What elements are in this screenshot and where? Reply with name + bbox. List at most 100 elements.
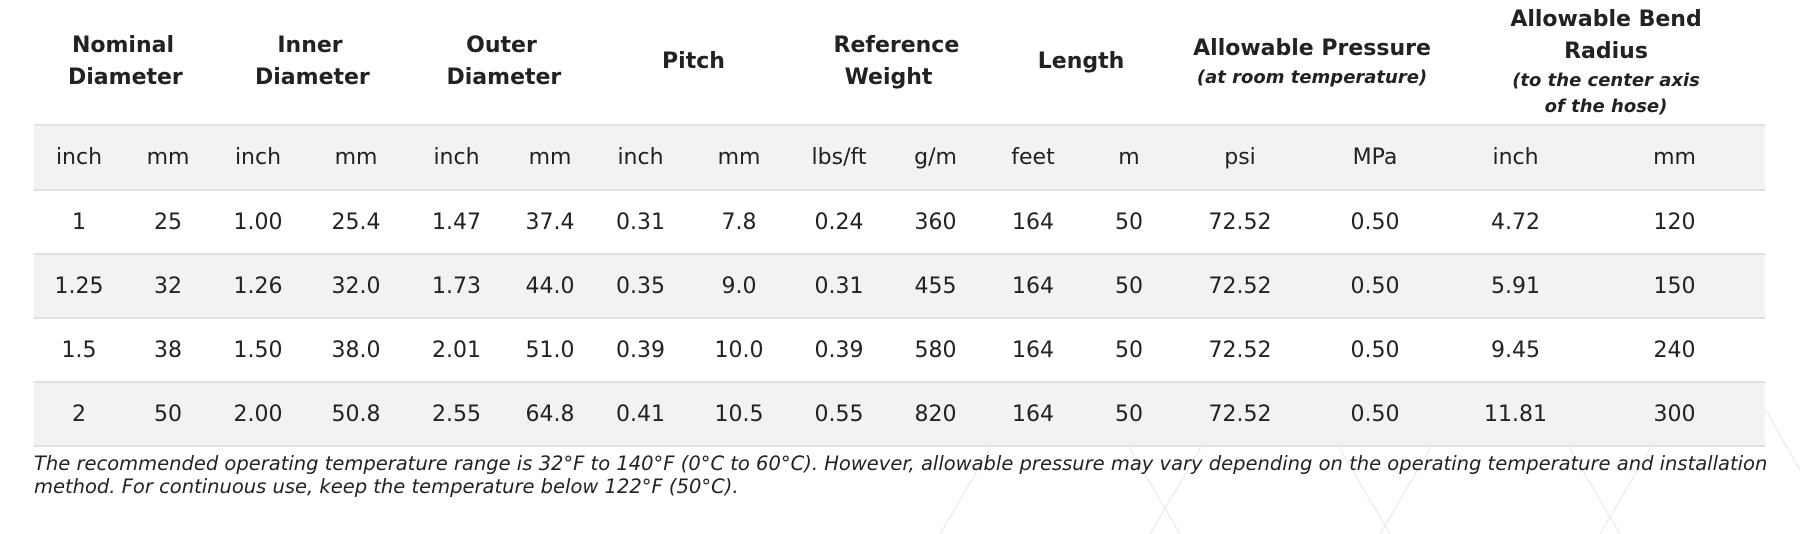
- data-cell: 50: [124, 382, 212, 447]
- data-cell: 1.73: [408, 254, 505, 319]
- group-title: Reference Weight: [833, 33, 960, 90]
- data-cell: 0.41: [595, 382, 686, 447]
- data-row: 1.5 38 1.50 38.0 2.01 51.0 0.39 10.0 0.39 580 164 5…: [34, 318, 1766, 383]
- unit-cell: MPa: [1303, 125, 1448, 191]
- data-cell: 2.00: [212, 382, 304, 447]
- data-cell: 820: [886, 382, 986, 447]
- data-cell: 0.39: [595, 318, 686, 383]
- unit-cell: inch: [34, 125, 124, 191]
- group-note: (at room temperature): [1196, 67, 1428, 88]
- data-row: 1.25 32 1.26 32.0 1.73 44.0 0.35 9.0 0.31 455 164 5…: [34, 254, 1766, 319]
- group-header: Allowable Bend Radius (to the center axis…: [1447, 0, 1766, 126]
- unit-cell: mm: [1584, 125, 1766, 191]
- data-cell: 4.72: [1447, 190, 1585, 255]
- data-cell: 50: [1081, 318, 1178, 383]
- data-cell: 0.39: [792, 318, 887, 383]
- data-cell: 10.0: [686, 318, 793, 383]
- data-cell: 38: [124, 318, 212, 383]
- unit-cell: inch: [1447, 125, 1585, 191]
- data-cell: 38.0: [304, 318, 408, 383]
- data-cell: 25.4: [304, 190, 408, 255]
- data-row: 1 25 1.00 25.4 1.47 37.4 0.31 7.8 0.24 360 164 50 72…: [34, 190, 1766, 255]
- data-cell: 2.55: [408, 382, 505, 447]
- data-cell: 300: [1584, 382, 1766, 447]
- group-note: (to the center axis of the hose): [1512, 70, 1700, 117]
- unit-cell: mm: [505, 125, 595, 191]
- data-cell: 1.25: [34, 254, 124, 319]
- group-header: Length: [985, 0, 1178, 126]
- data-row: 2 50 2.00 50.8 2.55 64.8 0.41 10.5 0.55 820 164 50 7…: [34, 382, 1766, 447]
- data-cell: 0.50: [1303, 382, 1448, 447]
- group-header: Reference Weight: [792, 0, 986, 126]
- data-cell: 240: [1584, 318, 1766, 383]
- data-cell: 0.50: [1303, 254, 1448, 319]
- group-title: Inner Diameter: [255, 33, 370, 90]
- data-cell: 2.01: [408, 318, 505, 383]
- data-cell: 1.5: [34, 318, 124, 383]
- data-cell: 72.52: [1177, 190, 1304, 255]
- data-cell: 32: [124, 254, 212, 319]
- data-cell: 1.47: [408, 190, 505, 255]
- data-cell: 5.91: [1447, 254, 1585, 319]
- unit-cell: feet: [985, 125, 1082, 191]
- unit-header-row: inch mm inch mm inch mm inch mm lbs/ft g/m feet m ps…: [34, 125, 1766, 191]
- data-cell: 50.8: [304, 382, 408, 447]
- data-cell: 1: [34, 190, 124, 255]
- data-cell: 580: [886, 318, 986, 383]
- data-cell: 7.8: [686, 190, 793, 255]
- data-cell: 11.81: [1447, 382, 1585, 447]
- group-header-row: Nominal Diameter Inner Diameter Outer Diam…: [34, 0, 1766, 126]
- group-header: Inner Diameter: [212, 0, 408, 126]
- data-cell: 72.52: [1177, 382, 1304, 447]
- data-cell: 9.0: [686, 254, 793, 319]
- data-cell: 2: [34, 382, 124, 447]
- data-cell: 0.50: [1303, 318, 1448, 383]
- spec-table: Nominal Diameter Inner Diameter Outer Diam…: [34, 0, 1766, 447]
- group-header: Pitch: [595, 0, 793, 126]
- unit-cell: mm: [124, 125, 212, 191]
- group-title: Pitch: [662, 49, 725, 74]
- data-cell: 1.00: [212, 190, 304, 255]
- group-title: Outer Diameter: [446, 33, 562, 90]
- unit-cell: mm: [304, 125, 408, 191]
- data-cell: 50: [1081, 254, 1178, 319]
- data-cell: 37.4: [505, 190, 595, 255]
- unit-cell: inch: [408, 125, 505, 191]
- data-cell: 120: [1584, 190, 1766, 255]
- footnote: The recommended operating temperature ra…: [34, 452, 1768, 498]
- data-cell: 50: [1081, 382, 1178, 447]
- unit-cell: inch: [212, 125, 304, 191]
- group-header: Allowable Pressure (at room temperature): [1177, 0, 1448, 126]
- data-cell: 25: [124, 190, 212, 255]
- data-cell: 9.45: [1447, 318, 1585, 383]
- data-cell: 164: [985, 254, 1082, 319]
- unit-cell: mm: [686, 125, 793, 191]
- data-cell: 0.50: [1303, 190, 1448, 255]
- data-cell: 72.52: [1177, 318, 1304, 383]
- unit-cell: lbs/ft: [792, 125, 887, 191]
- group-header: Nominal Diameter: [34, 0, 212, 126]
- data-cell: 164: [985, 190, 1082, 255]
- data-cell: 50: [1081, 190, 1178, 255]
- unit-cell: g/m: [886, 125, 986, 191]
- data-cell: 0.31: [792, 254, 887, 319]
- data-cell: 455: [886, 254, 986, 319]
- data-cell: 10.5: [686, 382, 793, 447]
- group-title: Allowable Bend Radius: [1510, 7, 1702, 64]
- data-cell: 0.55: [792, 382, 887, 447]
- data-cell: 1.50: [212, 318, 304, 383]
- data-cell: 44.0: [505, 254, 595, 319]
- data-cell: 32.0: [304, 254, 408, 319]
- data-cell: 72.52: [1177, 254, 1304, 319]
- unit-cell: psi: [1177, 125, 1304, 191]
- group-title: Nominal Diameter: [68, 33, 183, 90]
- data-cell: 0.31: [595, 190, 686, 255]
- data-cell: 164: [985, 318, 1082, 383]
- data-cell: 51.0: [505, 318, 595, 383]
- data-cell: 164: [985, 382, 1082, 447]
- data-cell: 360: [886, 190, 986, 255]
- table-body: 1 25 1.00 25.4 1.47 37.4 0.31 7.8 0.24 360 164 50 72…: [34, 190, 1766, 447]
- group-header: Outer Diameter: [408, 0, 595, 126]
- data-cell: 0.35: [595, 254, 686, 319]
